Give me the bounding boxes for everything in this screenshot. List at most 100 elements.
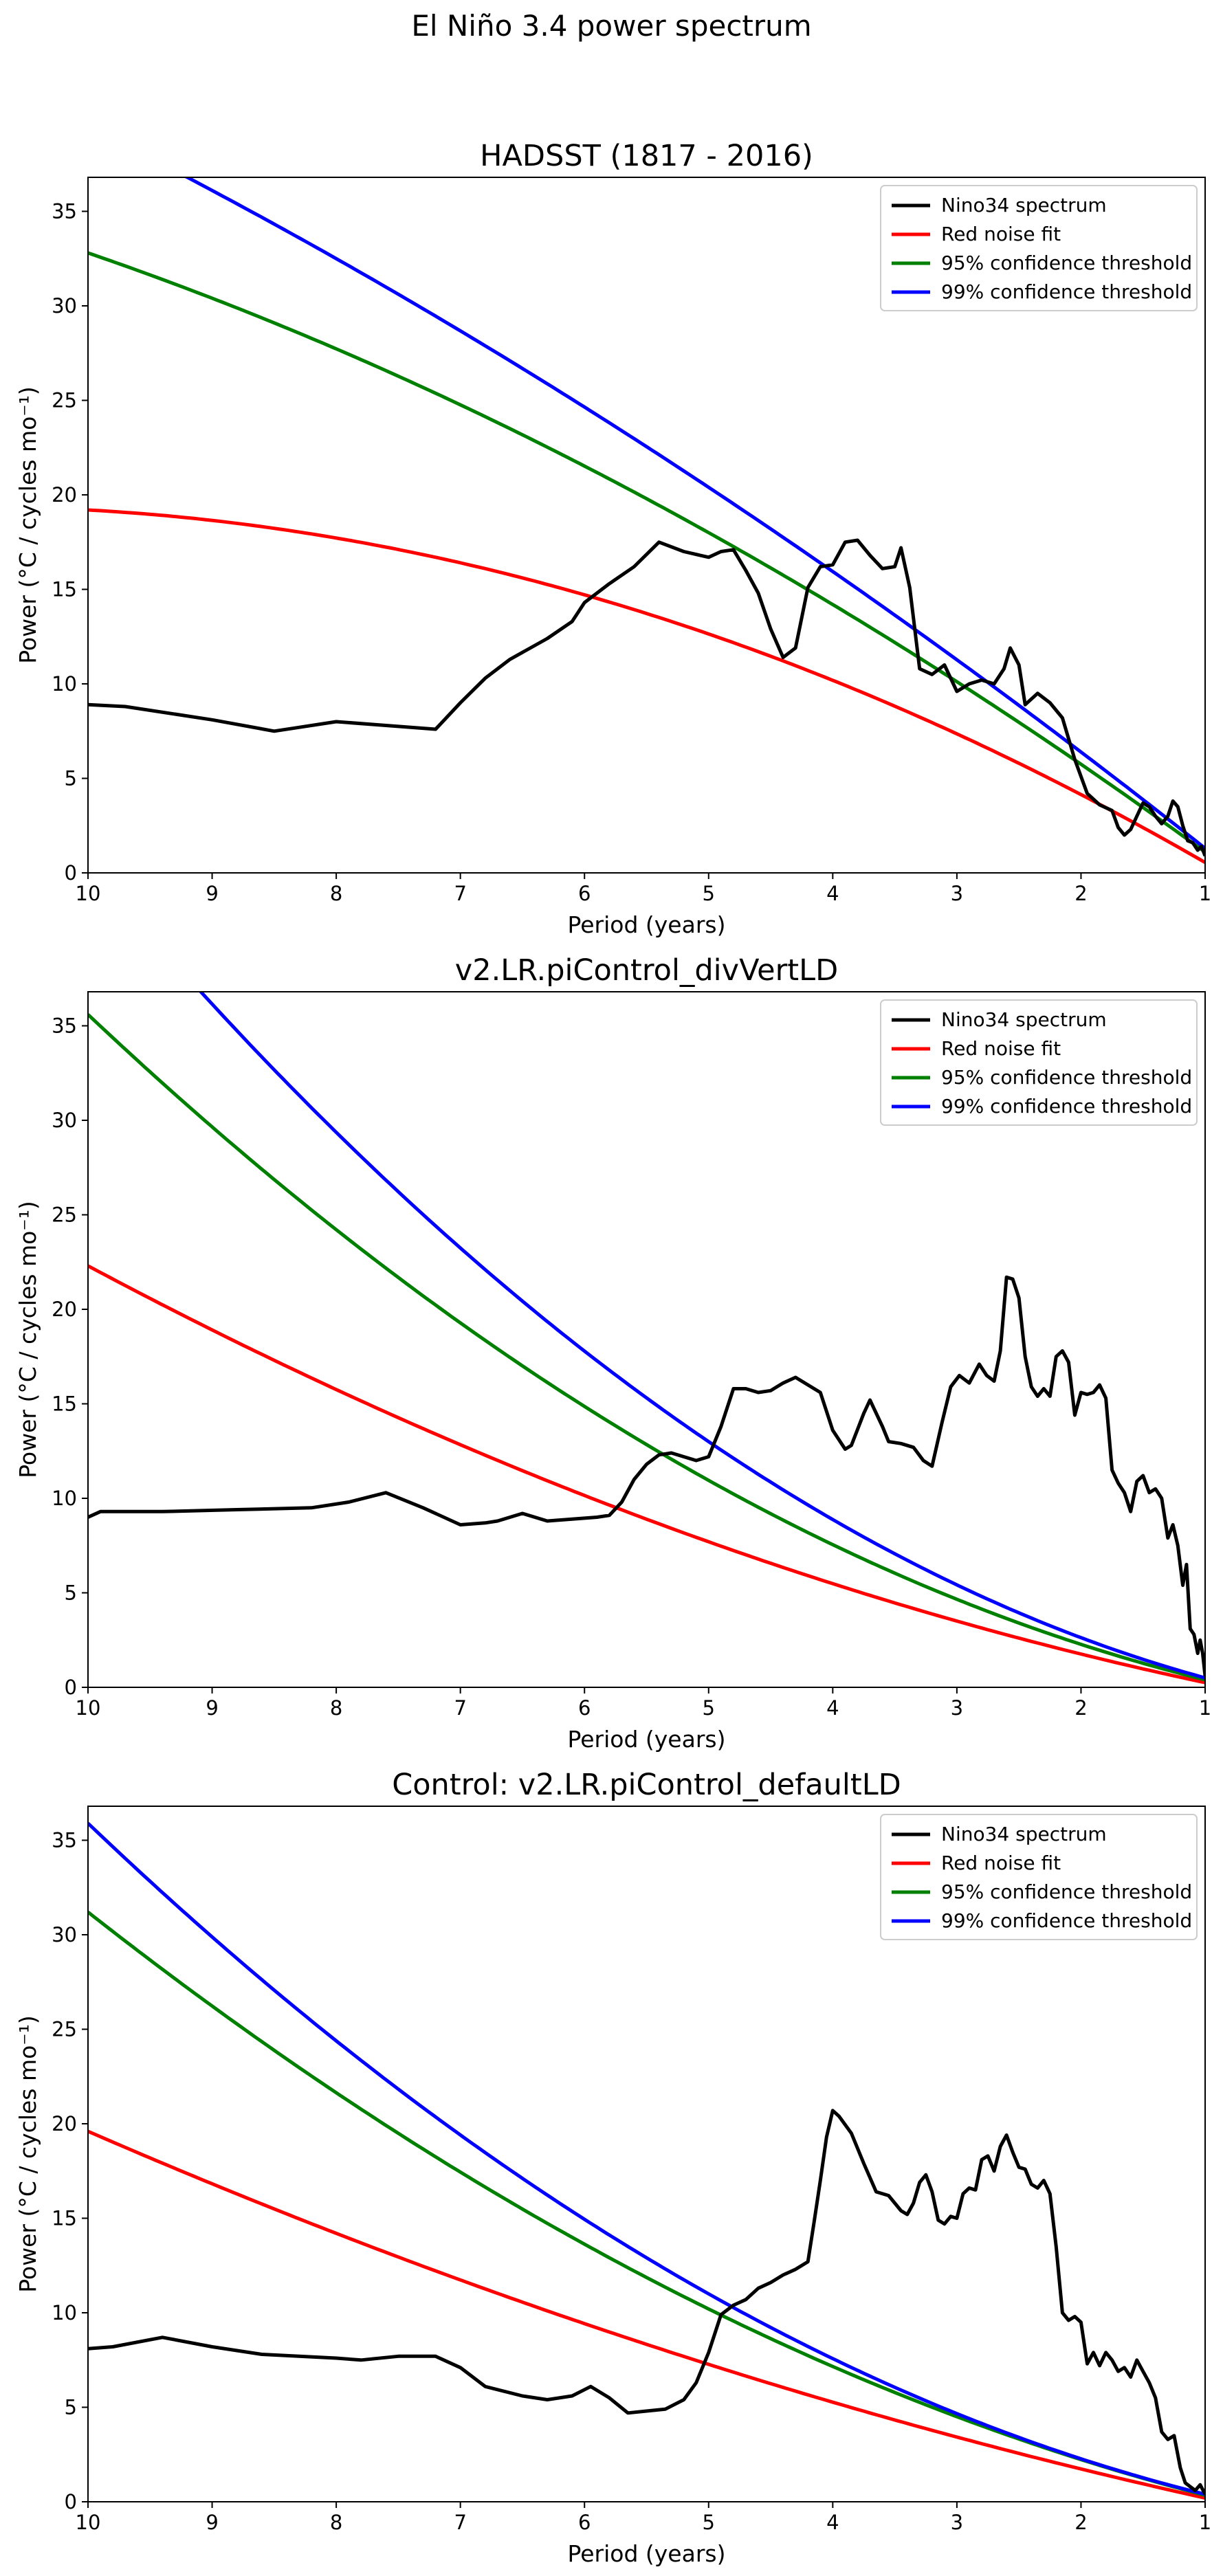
chart-title: v2.LR.piControl_divVertLD	[455, 953, 838, 988]
legend-label-nino34-spectrum: Nino34 spectrum	[941, 1008, 1107, 1031]
x-tick-label: 2	[1075, 2511, 1087, 2534]
series-line-nino34-spectrum	[88, 538, 1205, 857]
series-group	[88, 992, 1205, 1685]
x-tick-label: 5	[703, 1696, 715, 1720]
series-line-red-noise-fit	[88, 1264, 1205, 1685]
legend-box	[880, 1814, 1198, 1940]
legend-label-nino34-spectrum: Nino34 spectrum	[941, 194, 1107, 216]
series-line-nino34-spectrum	[88, 2109, 1205, 2496]
y-axis-label: Power (°C / cycles mo⁻¹)	[14, 1201, 41, 1478]
plot-frame	[87, 991, 1206, 1688]
x-tick-label: 1	[1199, 2511, 1211, 2534]
y-tick-label: 30	[52, 294, 77, 318]
y-tick-label: 20	[52, 2112, 77, 2135]
legend-label-95-confidence-threshold: 95% confidence threshold	[941, 252, 1192, 274]
chart-title: Control: v2.LR.piControl_defaultLD	[392, 1768, 901, 1802]
legend-label-red-noise-fit: Red noise fit	[941, 1037, 1061, 1060]
series-line-nino34-spectrum	[88, 1275, 1205, 1676]
y-tick-label: 25	[52, 1203, 77, 1227]
y-tick-label: 10	[52, 2301, 77, 2324]
y-tick-label: 35	[52, 200, 77, 223]
y-tick-label: 10	[52, 1487, 77, 1510]
y-tick-label: 5	[65, 767, 77, 790]
x-tick-label: 10	[76, 1696, 101, 1720]
legend-label-95-confidence-threshold: 95% confidence threshold	[941, 1880, 1192, 1903]
x-tick-label: 2	[1075, 1696, 1087, 1720]
x-tick-label: 8	[330, 1696, 342, 1720]
legend-label-99-confidence-threshold: 99% confidence threshold	[941, 280, 1192, 303]
x-tick-label: 4	[826, 882, 839, 905]
legend: Nino34 spectrum Red noise fit 95% confiden…	[880, 999, 1198, 1126]
series-line-95-confidence-threshold	[88, 1013, 1205, 1682]
y-axis-label: Power (°C / cycles mo⁻¹)	[14, 2015, 41, 2293]
x-tick-label: 9	[206, 882, 218, 905]
x-tick-label: 4	[826, 1696, 839, 1720]
legend: Nino34 spectrum Red noise fit 95% confiden…	[880, 1814, 1198, 1940]
legend: Nino34 spectrum Red noise fit 95% confiden…	[880, 185, 1198, 311]
y-axis-label: Power (°C / cycles mo⁻¹)	[14, 386, 41, 664]
legend-label-red-noise-fit: Red noise fit	[941, 1852, 1061, 1874]
series-line-red-noise-fit	[88, 508, 1205, 865]
x-tick-label: 7	[454, 882, 466, 905]
plot-frame	[87, 177, 1206, 874]
series-line-99-confidence-threshold	[88, 1821, 1205, 2496]
y-tick-label: 20	[52, 483, 77, 507]
y-tick-label: 35	[52, 1829, 77, 1852]
x-tick-label: 9	[206, 1696, 218, 1720]
x-tick-label: 9	[206, 2511, 218, 2534]
series-line-99-confidence-threshold	[184, 177, 1205, 850]
x-tick-label: 5	[703, 2511, 715, 2534]
chart-title: HADSST (1817 - 2016)	[480, 139, 813, 173]
x-tick-label: 8	[330, 2511, 342, 2534]
y-tick-label: 30	[52, 1109, 77, 1132]
y-tick-label: 20	[52, 1298, 77, 1321]
y-tick-label: 0	[65, 2490, 77, 2513]
y-tick-label: 5	[65, 2396, 77, 2419]
legend-label-95-confidence-threshold: 95% confidence threshold	[941, 1066, 1192, 1089]
series-line-red-noise-fit	[88, 2129, 1205, 2500]
legend-label-99-confidence-threshold: 99% confidence threshold	[941, 1095, 1192, 1118]
x-tick-label: 3	[951, 1696, 963, 1720]
x-tick-label: 4	[826, 2511, 839, 2534]
legend-box	[880, 185, 1198, 311]
x-tick-label: 7	[454, 2511, 466, 2534]
x-tick-label: 1	[1199, 882, 1211, 905]
x-tick-label: 3	[951, 2511, 963, 2534]
y-tick-label: 30	[52, 1923, 77, 1946]
y-tick-label: 25	[52, 2018, 77, 2041]
x-tick-label: 3	[951, 882, 963, 905]
y-tick-label: 25	[52, 389, 77, 412]
legend-label-red-noise-fit: Red noise fit	[941, 223, 1061, 245]
series-group	[88, 1821, 1205, 2500]
y-tick-label: 15	[52, 578, 77, 601]
x-tick-label: 10	[76, 2511, 101, 2534]
legend-label-nino34-spectrum: Nino34 spectrum	[941, 1823, 1107, 1845]
x-tick-label: 10	[76, 882, 101, 905]
x-axis-label: Period (years)	[568, 2540, 726, 2567]
plot-frame	[87, 1806, 1206, 2502]
series-group	[88, 177, 1205, 865]
x-tick-label: 5	[703, 882, 715, 905]
x-tick-label: 2	[1075, 882, 1087, 905]
x-axis-label: Period (years)	[568, 1726, 726, 1753]
y-tick-label: 0	[65, 861, 77, 885]
legend-label-99-confidence-threshold: 99% confidence threshold	[941, 1909, 1192, 1932]
x-tick-label: 8	[330, 882, 342, 905]
legend-box	[880, 999, 1198, 1126]
series-line-95-confidence-threshold	[88, 251, 1205, 854]
x-tick-label: 6	[578, 882, 591, 905]
y-tick-label: 15	[52, 1392, 77, 1416]
figure-suptitle: El Niño 3.4 power spectrum	[411, 9, 811, 43]
chart-panel-1: HADSST (1817 - 2016)10 9 8 7 6 5 4 3 2 1051015202…	[14, 139, 1211, 938]
series-line-95-confidence-threshold	[88, 1911, 1205, 2497]
x-tick-label: 1	[1199, 1696, 1211, 1720]
y-tick-label: 35	[52, 1014, 77, 1038]
x-tick-label: 6	[578, 1696, 591, 1720]
y-tick-label: 10	[52, 672, 77, 696]
y-tick-label: 15	[52, 2207, 77, 2230]
x-tick-label: 6	[578, 2511, 591, 2534]
x-tick-label: 7	[454, 1696, 466, 1720]
